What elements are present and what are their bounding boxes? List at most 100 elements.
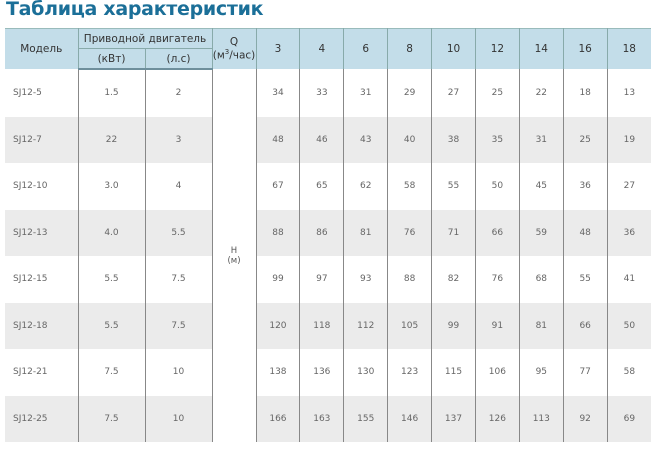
head-value-cell: 48	[562, 209, 608, 256]
model-cell: SJ12-7	[5, 116, 78, 163]
head-value-cell: 76	[387, 209, 432, 256]
head-value-cell: 25	[474, 69, 520, 117]
head-value-cell: 38	[431, 116, 476, 163]
head-value-cell: 97	[299, 256, 344, 303]
head-value-cell: 59	[518, 209, 564, 256]
header-flow: 6	[343, 28, 389, 69]
head-value-cell: 46	[299, 116, 344, 163]
head-value-cell: 66	[562, 302, 608, 349]
table-row: SJ12-21 7.5 10 138 136 130 123 115 106 95 77 58	[5, 349, 652, 396]
head-value-cell: 138	[255, 349, 300, 396]
h-label: H	[230, 245, 238, 256]
head-value-cell: 106	[474, 349, 520, 396]
head-value-cell: 99	[255, 256, 300, 303]
header-hp: (л.с)	[144, 48, 213, 70]
table-row: SJ12-10 3.0 4 67 65 62 58 55 50 45 36 27	[5, 163, 652, 210]
head-value-cell: 36	[606, 209, 652, 256]
head-value-cell: 27	[431, 69, 476, 117]
header-flow: 8	[387, 28, 433, 69]
head-value-cell: 66	[474, 209, 520, 256]
hp-cell: 10	[144, 395, 212, 442]
head-value-cell: 112	[343, 302, 388, 349]
head-value-cell: 68	[518, 256, 564, 303]
head-value-cell: 31	[343, 69, 388, 117]
head-value-cell: 29	[387, 69, 432, 117]
header-flow: 18	[606, 28, 652, 69]
page-title: Таблица характеристик	[6, 0, 264, 20]
head-value-cell: 58	[387, 163, 432, 210]
header-flow: 16	[562, 28, 608, 69]
kw-cell: 7.5	[77, 395, 145, 442]
head-value-cell: 163	[299, 395, 344, 442]
head-value-cell: 19	[606, 116, 652, 163]
header-model: Модель	[5, 28, 79, 69]
head-value-cell: 55	[562, 256, 608, 303]
head-value-cell: 81	[343, 209, 388, 256]
head-value-cell: 45	[518, 163, 564, 210]
head-value-cell: 115	[431, 349, 476, 396]
model-cell: SJ12-10	[13, 181, 48, 192]
head-value-cell: 48	[255, 116, 300, 163]
head-value-cell: 95	[518, 349, 564, 396]
model-cell: SJ12-5	[13, 87, 42, 98]
head-value-cell: 69	[606, 395, 652, 442]
head-value-cell: 71	[431, 209, 476, 256]
head-value-cell: 58	[606, 349, 652, 396]
head-value-cell: 155	[343, 395, 388, 442]
head-value-cell: 86	[299, 209, 344, 256]
head-value-cell: 81	[518, 302, 564, 349]
model-cell: SJ12-25	[5, 395, 78, 442]
head-value-cell: 130	[343, 349, 388, 396]
head-value-cell: 91	[474, 302, 520, 349]
kw-cell: 5.5	[77, 256, 145, 303]
hp-cell: 4	[144, 163, 212, 210]
hp-cell: 2	[144, 69, 212, 117]
head-value-cell: 55	[431, 163, 476, 210]
head-value-cell: 126	[474, 395, 520, 442]
head-value-cell: 62	[343, 163, 388, 210]
model-cell: SJ12-21	[13, 367, 48, 378]
head-label-cell: H (м)	[211, 69, 256, 442]
table-row: SJ12-18 5.5 7.5 120 118 112 105 99 91 81 66 50	[5, 302, 652, 349]
head-value-cell: 40	[387, 116, 432, 163]
hp-cell: 7.5	[144, 256, 212, 303]
head-value-cell: 88	[387, 256, 432, 303]
head-value-cell: 35	[474, 116, 520, 163]
header-kw: (кВт)	[78, 48, 146, 70]
head-value-cell: 50	[474, 163, 520, 210]
table-row: SJ12-15 5.5 7.5 99 97 93 88 82 76 68 55 41	[5, 256, 652, 303]
kw-cell: 22	[77, 116, 145, 163]
table-row: SJ12-7 22 3 48 46 43 40 38 35 31 25 19	[5, 116, 652, 163]
head-value-cell: 77	[562, 349, 608, 396]
head-value-cell: 82	[431, 256, 476, 303]
head-value-cell: 41	[606, 256, 652, 303]
head-value-cell: 13	[606, 69, 652, 117]
head-value-cell: 136	[299, 349, 344, 396]
table-row: SJ12-25 7.5 10 166 163 155 146 137 126 113 92 69	[5, 395, 652, 442]
head-value-cell: 93	[343, 256, 388, 303]
head-value-cell: 118	[299, 302, 344, 349]
hp-cell: 10	[144, 349, 212, 396]
head-value-cell: 146	[387, 395, 432, 442]
model-cell: SJ12-18	[5, 302, 78, 349]
head-value-cell: 67	[255, 163, 300, 210]
header-flow: 10	[431, 28, 476, 69]
head-value-cell: 34	[255, 69, 300, 117]
head-value-cell: 88	[255, 209, 300, 256]
head-value-cell: 50	[606, 302, 652, 349]
kw-cell: 3.0	[77, 163, 145, 210]
model-cell: SJ12-15	[13, 274, 48, 285]
head-value-cell: 123	[387, 349, 432, 396]
header-flow: 14	[518, 28, 564, 69]
header-flow: 3	[255, 28, 301, 69]
h-unit: (м)	[227, 255, 241, 266]
head-value-cell: 105	[387, 302, 432, 349]
header-q: Q (м3/час)	[211, 28, 257, 69]
header-flow: 4	[299, 28, 345, 69]
hp-cell: 7.5	[144, 302, 212, 349]
table-row: SJ12-13 4.0 5.5 88 86 81 76 71 66 59 48 36	[5, 209, 652, 256]
head-value-cell: 33	[299, 69, 344, 117]
head-value-cell: 166	[255, 395, 300, 442]
head-value-cell: 18	[562, 69, 608, 117]
